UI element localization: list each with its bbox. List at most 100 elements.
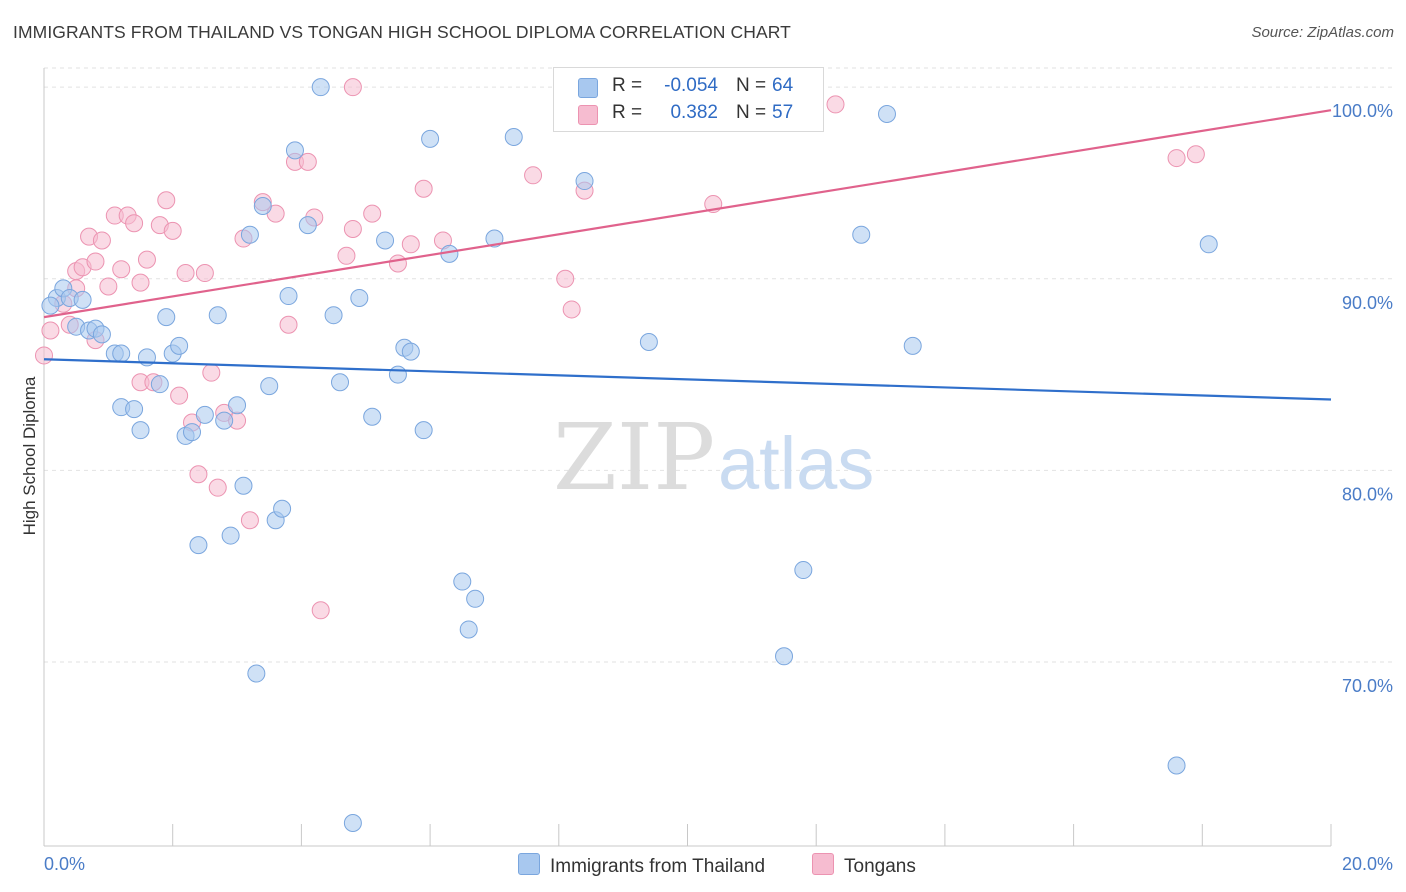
tongans-point (112, 260, 131, 279)
thailand-point (401, 342, 420, 361)
tongans-point (1186, 145, 1205, 164)
tongans-point (298, 152, 317, 171)
y-tick-labels: 70.0% 80.0% 90.0% 100.0% (1332, 101, 1393, 696)
y-axis-label: High School Diploma (20, 376, 39, 535)
y-tick-label: 70.0% (1342, 676, 1393, 696)
legend-swatch-tongans (578, 105, 598, 125)
bottom-legend-label-thailand: Immigrants from Thailand (550, 856, 766, 877)
source-label: Source: ZipAtlas.com (1251, 24, 1394, 41)
chart-title: IMMIGRANTS FROM THAILAND VS TONGAN HIGH … (13, 22, 791, 42)
watermark-atlas: atlas (718, 422, 874, 505)
thailand-point (298, 216, 317, 235)
thailand-point (485, 229, 504, 248)
y-tick-label: 80.0% (1342, 484, 1393, 504)
x-tick-label-max: 20.0% (1342, 854, 1393, 874)
x-ticks (43, 824, 1332, 846)
thailand-point (421, 129, 440, 148)
thailand-point (131, 421, 150, 440)
thailand-point (73, 290, 92, 309)
tongans-point (35, 346, 53, 365)
thailand-point (877, 104, 896, 123)
thailand-point (240, 225, 259, 244)
thailand-point (183, 423, 202, 442)
n-value-thailand: 64 (772, 75, 794, 96)
thailand-point (150, 375, 169, 394)
tongans-point (208, 478, 227, 497)
tongans-point (189, 465, 208, 484)
thailand-point (125, 400, 144, 419)
thailand-point (234, 476, 253, 495)
thailand-point (453, 572, 472, 591)
thailand-point (324, 306, 343, 325)
thailand-point (311, 78, 330, 97)
thailand-point (247, 664, 266, 683)
thailand-point (331, 373, 350, 392)
thailand-point (459, 620, 478, 639)
thailand-point (260, 377, 279, 396)
bottom-legend-swatch-thailand (518, 853, 540, 875)
thailand-points (41, 78, 1218, 833)
n-label: N = (736, 102, 767, 123)
tongans-point (401, 235, 420, 254)
thailand-point (285, 141, 304, 160)
thailand-point (221, 526, 240, 545)
thailand-point (903, 336, 922, 355)
x-tick-label-min: 0.0% (44, 854, 85, 874)
trend-lines (43, 109, 1332, 401)
tongans-point (414, 179, 433, 198)
tongans-point (157, 191, 176, 210)
n-label: N = (736, 75, 767, 96)
thailand-point (41, 296, 60, 315)
tongans-point (388, 254, 407, 273)
tongans-point (41, 321, 60, 340)
tongans-trend-line (43, 109, 1332, 319)
n-value-tongans: 57 (772, 102, 794, 123)
thailand-point (852, 225, 871, 244)
tongans-point (137, 250, 156, 269)
thailand-point (279, 287, 298, 306)
tongans-point (562, 300, 581, 319)
thailand-point (112, 344, 131, 363)
thailand-point (228, 396, 247, 415)
tongans-point (86, 252, 105, 271)
tongans-point (343, 78, 362, 97)
stats-legend: R = -0.054 N = 64 R = 0.382 N = 57 (553, 67, 824, 132)
tongans-point (170, 386, 189, 405)
thailand-point (639, 333, 658, 352)
legend-swatch-thailand (578, 78, 598, 98)
thailand-point (273, 499, 292, 518)
thailand-point (363, 407, 382, 426)
tongans-point (195, 264, 214, 283)
bottom-legend-thailand[interactable]: Immigrants from Thailand (518, 853, 765, 878)
tongans-point (240, 511, 259, 530)
r-label: R = (612, 102, 643, 123)
thailand-point (1167, 756, 1186, 775)
y-tick-label: 90.0% (1342, 293, 1393, 313)
thailand-point (189, 536, 208, 555)
tongans-point (524, 166, 543, 185)
r-value-thailand: -0.054 (664, 75, 718, 96)
thailand-point (376, 231, 395, 250)
bottom-legend-swatch-tongans (812, 853, 834, 875)
watermark-zip: ZIP (553, 404, 715, 511)
thailand-point (92, 325, 111, 344)
tongans-point (202, 363, 221, 382)
thailand-point (157, 308, 176, 327)
thailand-trend-line (43, 358, 1332, 401)
thailand-point (504, 127, 523, 146)
thailand-point (253, 196, 272, 215)
r-value-tongans: 0.382 (670, 102, 718, 123)
thailand-point (215, 411, 234, 430)
bottom-legend-tongans[interactable]: Tongans (812, 853, 916, 878)
tongans-point (131, 273, 150, 292)
thailand-point (466, 589, 485, 608)
tongans-point (363, 204, 382, 223)
tongans-point (337, 246, 356, 265)
thailand-point (388, 365, 407, 384)
thailand-point (575, 172, 594, 191)
thailand-point (794, 561, 813, 580)
tongans-point (279, 315, 298, 334)
tongans-point (343, 219, 362, 238)
tongans-point (1167, 149, 1186, 168)
